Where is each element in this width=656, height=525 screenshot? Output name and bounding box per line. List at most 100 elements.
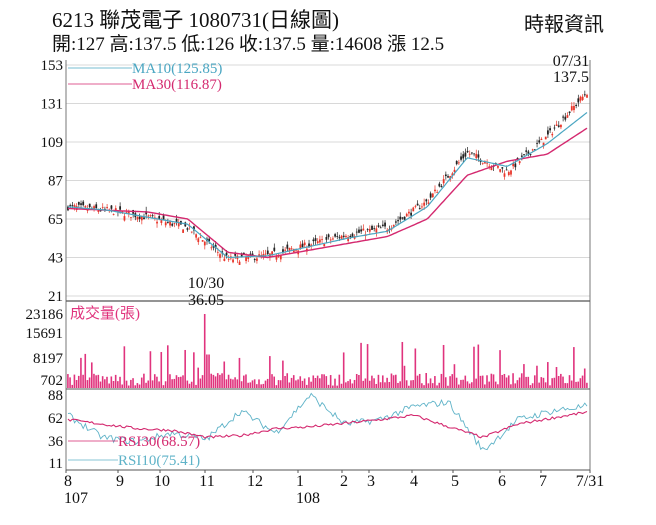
- volume-bar: [488, 381, 490, 388]
- candle-body: [145, 211, 148, 215]
- candle-body: [84, 205, 87, 208]
- volume-bar: [145, 382, 147, 388]
- candle-body: [581, 96, 584, 100]
- volume-bar: [345, 382, 347, 388]
- candle-body: [314, 238, 317, 241]
- candle-body: [71, 204, 74, 206]
- candle-body: [392, 224, 395, 227]
- candle-body: [525, 150, 528, 152]
- y-tick-label: 65: [48, 212, 63, 228]
- volume-bar: [216, 373, 219, 388]
- candle-body: [329, 239, 332, 241]
- volume-bar: [180, 376, 182, 388]
- volume-bar: [110, 376, 113, 388]
- candle-body: [568, 111, 571, 114]
- volume-bar: [223, 361, 226, 388]
- volume-bar: [577, 381, 580, 388]
- candlesticks: [67, 90, 588, 266]
- y-tick-label: 131: [41, 97, 64, 113]
- volume-bar: [321, 374, 323, 388]
- volume-bar: [97, 374, 100, 388]
- volume-bar: [349, 379, 352, 388]
- rsi-tick-label: 11: [49, 456, 63, 472]
- candle-body: [288, 247, 291, 251]
- candle-body: [462, 154, 465, 159]
- volume-bar: [410, 380, 412, 388]
- volume-bar: [314, 378, 317, 388]
- volume-bar: [544, 382, 547, 388]
- candle-body: [371, 225, 373, 230]
- candle-body: [564, 116, 567, 120]
- candle-body: [323, 244, 326, 247]
- volume-bar: [292, 375, 295, 388]
- volume-bar: [140, 377, 143, 388]
- candle-body: [355, 231, 358, 233]
- candle-body: [429, 193, 432, 198]
- volume-bar: [99, 381, 102, 388]
- volume-bar: [579, 378, 582, 388]
- volume-bar: [340, 383, 343, 388]
- chart-title: 6213 聯茂電子 1080731(日線圖): [52, 8, 339, 32]
- candle-body: [464, 152, 467, 157]
- x-tick-label: 11: [199, 473, 214, 490]
- volume-bar: [431, 383, 434, 388]
- volume-bar: [375, 383, 378, 388]
- volume-bar: [323, 374, 325, 388]
- candle-body: [195, 234, 198, 238]
- volume-bar: [299, 376, 302, 388]
- volume-bar: [269, 356, 271, 388]
- volume-bar: [282, 360, 284, 388]
- volume-bar: [510, 384, 512, 388]
- candle-body: [249, 253, 252, 255]
- volume-bar: [438, 382, 441, 388]
- volume-bar: [130, 379, 132, 388]
- volume-bar: [338, 374, 341, 388]
- volume-bar: [290, 377, 293, 388]
- volume-bar: [253, 379, 256, 388]
- candle-body: [347, 237, 350, 241]
- volume-bar: [457, 384, 460, 388]
- volume-bar: [186, 380, 189, 388]
- candle-body: [579, 96, 582, 101]
- volume-bar: [462, 379, 464, 388]
- volume-tick-label: 702: [41, 373, 64, 389]
- candle-body: [290, 248, 293, 250]
- volume-bar: [503, 373, 506, 388]
- volume-bar: [93, 373, 95, 388]
- candle-body: [490, 166, 493, 171]
- volume-bar: [84, 353, 87, 388]
- volume-bar: [566, 383, 569, 388]
- volume-bar: [575, 381, 577, 388]
- candle-body: [199, 237, 202, 239]
- candle-body: [460, 156, 462, 160]
- volume-bar: [264, 380, 267, 388]
- candle-body: [418, 208, 421, 210]
- y-tick-label: 109: [41, 135, 64, 151]
- volume-bar: [297, 379, 299, 388]
- volume-bar: [188, 383, 191, 388]
- ma10-line: [67, 112, 588, 259]
- volume-bar: [555, 367, 558, 388]
- candle-body: [549, 128, 551, 131]
- x-tick-label: 7/31: [576, 473, 604, 490]
- candle-body: [507, 172, 510, 176]
- last-value-annotation: 137.5: [553, 69, 589, 86]
- candle-body: [399, 216, 402, 220]
- candle-body: [410, 212, 413, 216]
- volume-bar: [256, 384, 258, 388]
- volume-bar: [242, 375, 245, 388]
- volume-bar: [332, 385, 334, 388]
- volume-bar: [240, 381, 243, 388]
- candle-body: [308, 243, 310, 247]
- volume-bar: [125, 380, 128, 388]
- candle-body: [212, 245, 215, 248]
- volume-bar: [360, 342, 362, 388]
- volume-bar: [169, 374, 171, 388]
- volume-bar: [560, 373, 562, 388]
- candle-body: [573, 105, 575, 111]
- candle-body: [301, 243, 304, 248]
- x-tick-label: 2: [340, 473, 348, 490]
- candle-body: [166, 222, 169, 223]
- volume-bar: [395, 374, 397, 388]
- x-tick-label: 10: [154, 473, 170, 490]
